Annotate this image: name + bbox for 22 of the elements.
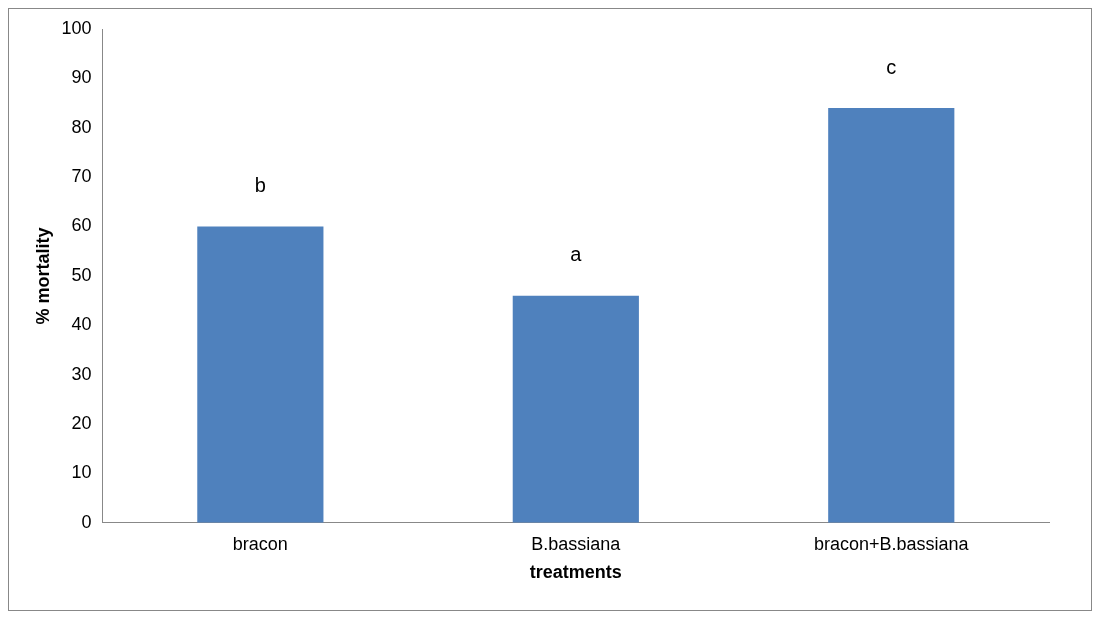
y-tick-label: 100 (61, 17, 92, 38)
annotation: c (886, 55, 897, 78)
bar (828, 108, 955, 523)
y-tick-label: 30 (71, 363, 92, 384)
y-tick-label: 20 (71, 413, 92, 434)
y-tick-label: 40 (71, 314, 92, 335)
bar (512, 295, 639, 523)
x-axis-title: treatments (529, 562, 622, 583)
y-tick-label: 60 (71, 215, 92, 236)
annotation: b (254, 174, 266, 197)
x-tick-label: bracon (232, 533, 288, 554)
x-tick-label: bracon+B.bassiana (813, 533, 970, 554)
y-tick-label: 10 (71, 462, 92, 483)
annotation: a (570, 243, 583, 266)
x-tick-label: B.bassiana (531, 533, 622, 554)
y-tick-label: 80 (71, 116, 92, 137)
y-tick-label: 70 (71, 166, 92, 187)
y-axis-title: % mortality (32, 227, 53, 325)
y-tick-label: 90 (71, 67, 92, 88)
bar (197, 226, 324, 523)
y-tick-label: 50 (71, 264, 92, 285)
y-tick-label: 0 (81, 511, 92, 532)
